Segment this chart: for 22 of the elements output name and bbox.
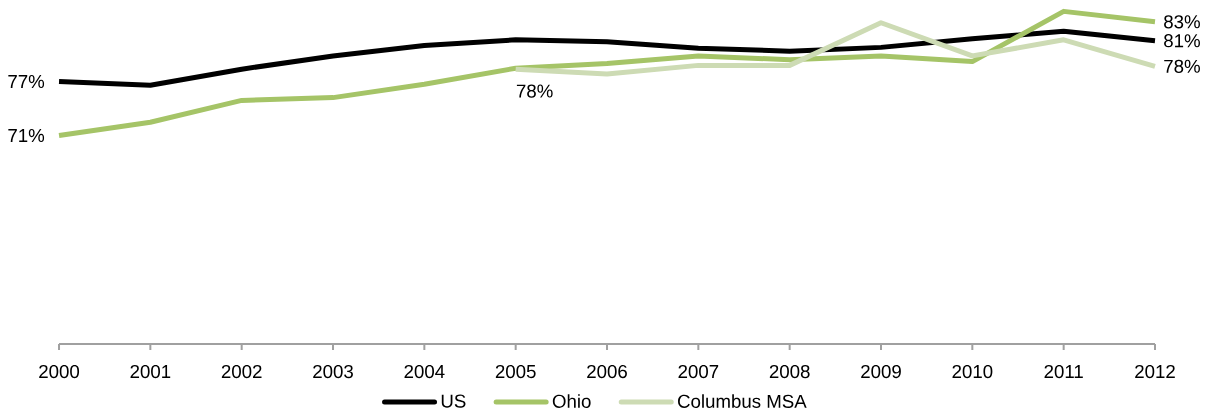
- x-tick-label: 2008: [769, 364, 810, 379]
- data-label: 83%: [1164, 15, 1200, 29]
- data-label: 78%: [1164, 59, 1200, 73]
- x-tick-label: 2011: [1044, 364, 1083, 379]
- x-tick-label: 2001: [130, 364, 171, 379]
- legend-label: Ohio: [552, 394, 591, 408]
- x-tick-label: 2005: [495, 364, 536, 379]
- x-tick-label: 2002: [221, 364, 262, 379]
- legend-label: US: [441, 394, 466, 408]
- x-tick-label: 2006: [587, 364, 627, 379]
- x-tick-label: 2009: [861, 364, 901, 379]
- data-label: 81%: [1164, 34, 1200, 48]
- legend-label: Columbus MSA: [678, 394, 807, 408]
- x-tick-label: 2012: [1135, 364, 1175, 379]
- x-tick-label: 2000: [39, 364, 80, 379]
- data-label: 78%: [516, 84, 553, 98]
- x-tick-label: 2007: [678, 364, 719, 379]
- x-tick-label: 2010: [952, 364, 993, 379]
- x-tick-label: 2004: [404, 364, 445, 379]
- data-label: 77%: [8, 74, 45, 89]
- data-label: 71%: [8, 128, 45, 143]
- x-tick-label: 2003: [313, 364, 353, 379]
